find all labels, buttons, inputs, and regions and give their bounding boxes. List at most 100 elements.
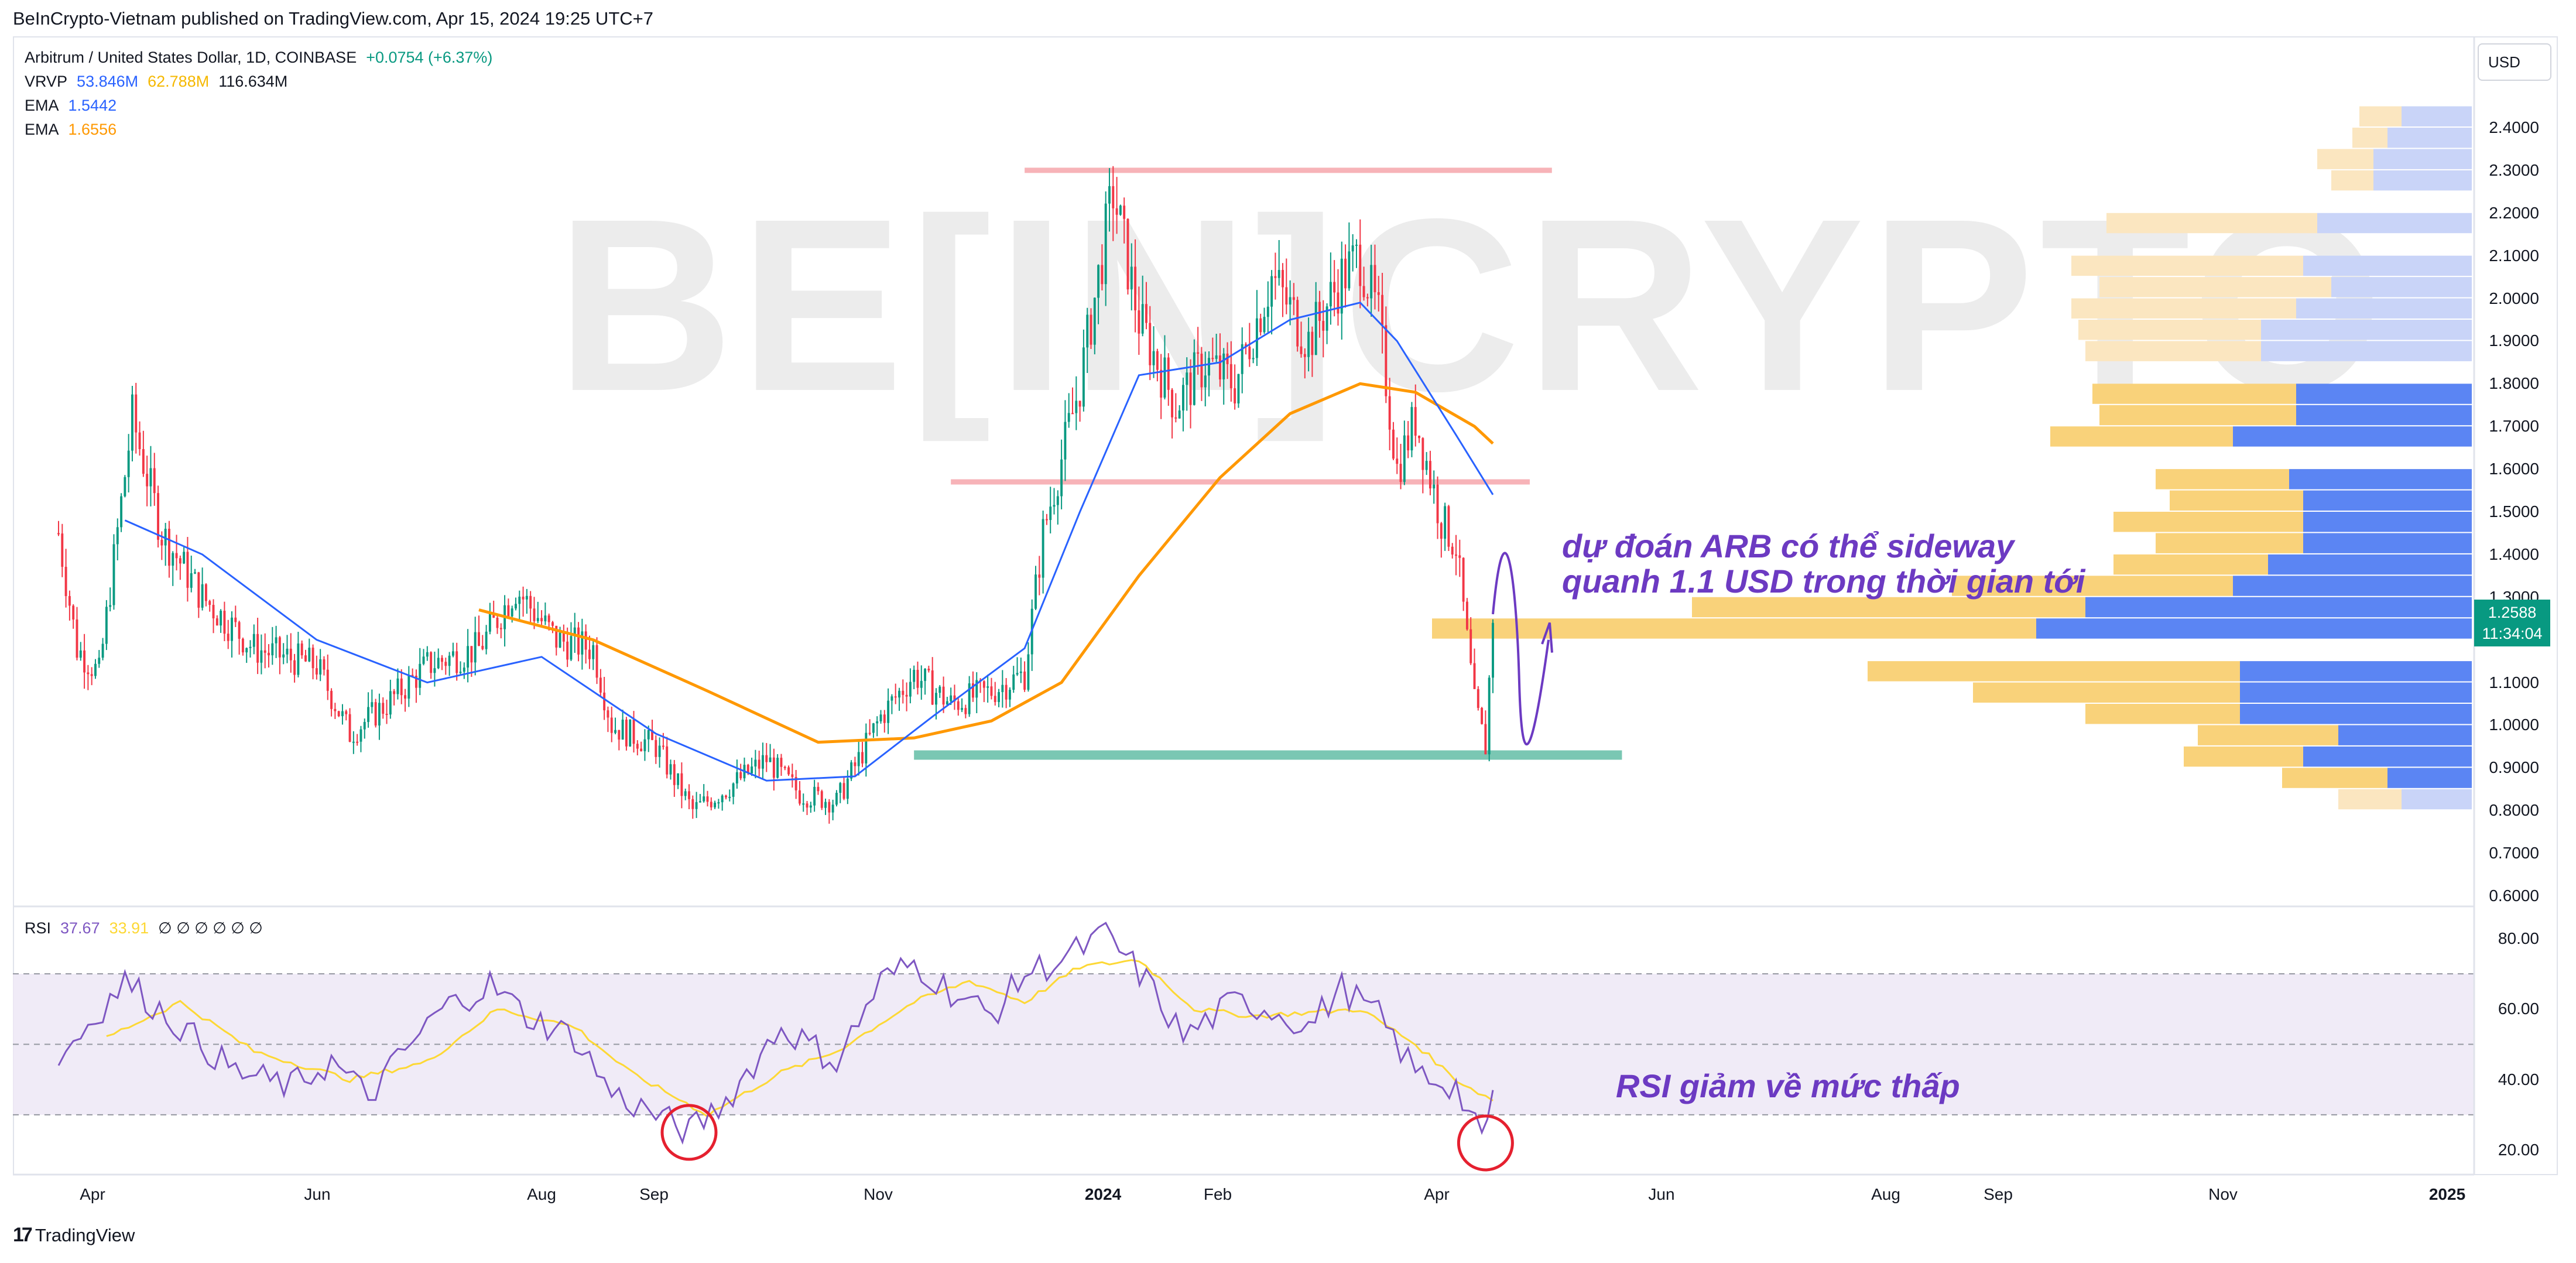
candle-body bbox=[846, 778, 849, 799]
candle-body bbox=[920, 680, 923, 688]
candle-body bbox=[433, 668, 436, 673]
candle-body bbox=[1296, 300, 1299, 347]
candle-body bbox=[1163, 357, 1166, 398]
candle-body bbox=[662, 745, 664, 747]
candle-body bbox=[809, 805, 812, 808]
candle-body bbox=[249, 646, 252, 648]
candle-body bbox=[762, 755, 764, 769]
candle-body bbox=[831, 805, 834, 813]
candle-body bbox=[1414, 407, 1417, 436]
candle-body bbox=[614, 730, 616, 733]
candle-body bbox=[725, 795, 727, 797]
volume-profile-bar-up bbox=[2170, 490, 2303, 511]
candle-body bbox=[1458, 555, 1461, 558]
candle-body bbox=[1053, 505, 1056, 507]
vrvp-row[interactable]: VRVP 53.846M 62.788M 116.634M bbox=[25, 70, 502, 94]
rsi-ma-line bbox=[106, 959, 1493, 1118]
rsi-legend[interactable]: RSI 37.67 33.91 ∅ ∅ ∅ ∅ ∅ ∅ bbox=[25, 919, 272, 937]
candle-body bbox=[1130, 266, 1133, 290]
price-tick-label: 2.3000 bbox=[2489, 160, 2539, 179]
candle-body bbox=[263, 650, 266, 653]
candle-body bbox=[783, 766, 786, 768]
candle-body bbox=[865, 733, 868, 764]
ema-fast-row[interactable]: EMA 1.5442 bbox=[25, 94, 502, 118]
candle-body bbox=[673, 764, 676, 785]
time-tick-label: Nov bbox=[2208, 1185, 2238, 1203]
candle-body bbox=[1049, 506, 1052, 521]
candle-body bbox=[1200, 354, 1203, 388]
candle-body bbox=[382, 703, 385, 714]
time-tick-label: Apr bbox=[80, 1185, 105, 1203]
candle-body bbox=[1274, 276, 1277, 278]
published-line: BeInCrypto-Vietnam published on TradingV… bbox=[13, 8, 653, 29]
candle-body bbox=[415, 676, 417, 688]
candle-body bbox=[1292, 297, 1295, 300]
candle-body bbox=[485, 631, 488, 649]
candle-body bbox=[566, 641, 569, 660]
candle-body bbox=[1351, 245, 1354, 252]
candle-body bbox=[1145, 304, 1147, 323]
tradingview-logo[interactable]: 17 TradingView bbox=[13, 1224, 135, 1247]
rsi-line bbox=[57, 922, 1494, 1145]
candle-body bbox=[330, 690, 333, 709]
ema-fast-label: EMA bbox=[25, 97, 59, 114]
candle-body bbox=[677, 773, 680, 785]
candle-body bbox=[629, 719, 632, 747]
candle-body bbox=[444, 662, 447, 666]
candle-body bbox=[1204, 375, 1207, 388]
candle-body bbox=[1340, 258, 1343, 314]
forecast-note-line2: quanh 1.1 USD trong thời gian tới bbox=[1562, 563, 2085, 600]
volume-profile-bar-up bbox=[2198, 725, 2338, 745]
candle-body bbox=[1222, 353, 1225, 379]
candle-body bbox=[669, 764, 672, 775]
last-price-tag: 1.2588 11:34:04 bbox=[2474, 600, 2550, 646]
candle-body bbox=[345, 711, 348, 714]
volume-profile-bar-down bbox=[2036, 618, 2472, 639]
candle-body bbox=[1171, 389, 1174, 417]
candle-body bbox=[389, 691, 392, 715]
candle-body bbox=[411, 675, 414, 676]
candle-body bbox=[636, 744, 639, 749]
ema-slow-row[interactable]: EMA 1.6556 bbox=[25, 118, 502, 142]
candle-body bbox=[746, 765, 749, 773]
candle-body bbox=[72, 605, 75, 619]
candle-body bbox=[138, 432, 141, 449]
candle-body bbox=[1444, 506, 1447, 539]
candle-body bbox=[1425, 461, 1428, 470]
symbol-row[interactable]: Arbitrum / United States Dollar, 1D, COI… bbox=[25, 46, 502, 70]
candle-body bbox=[1355, 244, 1358, 246]
price-tick-label: 1.8000 bbox=[2489, 374, 2539, 393]
volume-profile-bar-up bbox=[1432, 618, 2036, 639]
currency-selector[interactable]: USD bbox=[2478, 43, 2551, 81]
candle-body bbox=[289, 648, 292, 660]
candle-body bbox=[562, 632, 565, 642]
price-axis[interactable]: 2.4000 2.3000 2.2000 2.1000 2.0000 1.9000 1.80… bbox=[2474, 36, 2558, 1175]
candle-body bbox=[1311, 331, 1314, 355]
candle-body bbox=[275, 637, 278, 644]
candle-body bbox=[621, 719, 624, 740]
candle-body bbox=[238, 622, 241, 639]
volume-profile-bar-down bbox=[2402, 106, 2472, 126]
candle-body bbox=[127, 450, 130, 477]
candle-body bbox=[1473, 663, 1476, 689]
volume-profile-bar-up bbox=[2071, 298, 2296, 319]
candle-body bbox=[352, 741, 355, 743]
candle-body bbox=[308, 648, 311, 662]
candle-body bbox=[879, 714, 882, 721]
volume-profile-bar-down bbox=[2373, 170, 2472, 191]
candle-body bbox=[478, 632, 480, 646]
ema-slow-value: 1.6556 bbox=[68, 121, 117, 138]
candle-body bbox=[1016, 673, 1019, 675]
candle-body bbox=[1082, 347, 1085, 407]
time-tick-label: Sep bbox=[1984, 1185, 2013, 1203]
candle-body bbox=[1123, 206, 1126, 219]
candle-body bbox=[496, 617, 499, 628]
candle-body bbox=[968, 683, 971, 714]
candle-body bbox=[1056, 496, 1059, 505]
candle-body bbox=[1282, 270, 1284, 287]
candle-body bbox=[927, 669, 930, 670]
candle-body bbox=[1344, 258, 1347, 289]
candle-body bbox=[1248, 347, 1251, 360]
candle-body bbox=[400, 678, 403, 696]
